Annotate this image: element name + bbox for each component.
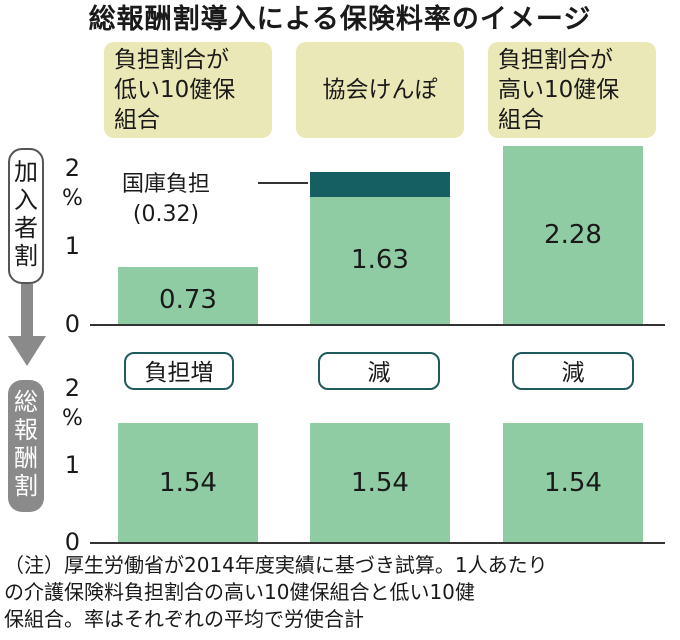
y-tick-label-p0-1: 1 xyxy=(64,232,80,260)
group-header-kyokai-text: 協会けんぽ xyxy=(322,77,438,103)
bar-value-label-p0-1: 1.63 xyxy=(351,245,409,276)
bar-stack-top-p0-1 xyxy=(310,171,450,197)
y-tick-label-p1-2: 2 xyxy=(64,374,80,402)
y-tick-label-p0-2: 2 xyxy=(64,154,80,182)
y-tick-label-p1-1: 1 xyxy=(64,451,80,479)
y-tick-label-p0-0: 0 xyxy=(64,310,80,338)
change-badge-high: 減 xyxy=(512,352,634,390)
panel-label-kanyusha-text: 加 入 者 割 xyxy=(14,158,38,270)
bar-p0-2 xyxy=(503,146,643,324)
bar-p1-1 xyxy=(310,423,450,542)
group-header-low-text: 負担割合が 低い10健保 組合 xyxy=(114,47,236,133)
panel-label-kanyusha: 加 入 者 割 xyxy=(8,148,44,284)
y-tick-label-p1-0: 0 xyxy=(64,528,80,556)
bar-value-label-p0-0: 0.73 xyxy=(159,285,217,316)
bar-value-label-p1-1: 1.54 xyxy=(351,467,409,498)
change-badge-low: 負担増 xyxy=(124,352,234,390)
y-unit-label-p0: % xyxy=(62,186,83,212)
footnote: （注）厚生労働省が2014年度実績に基づき試算。1人あたり の介護保険料負担割合… xyxy=(4,553,548,631)
bar-p1-0 xyxy=(118,423,258,542)
panel-label-sohoshu-text: 総 報 酬 割 xyxy=(14,388,38,500)
bar-value-label-p1-0: 1.54 xyxy=(159,467,217,498)
kokko-annotation: 国庫負担 (0.32) xyxy=(122,170,210,230)
bar-p1-2 xyxy=(503,423,643,542)
panel-label-sohoshu: 総 報 酬 割 xyxy=(8,380,44,512)
group-header-high-text: 負担割合が 高い10健保 組合 xyxy=(498,47,620,133)
bar-p0-0 xyxy=(118,267,258,324)
kokko-leader-line xyxy=(258,182,308,184)
down-arrow-shaft xyxy=(21,284,33,338)
kokko-annotation-value: (0.32) xyxy=(132,202,200,227)
kokko-annotation-name: 国庫負担 xyxy=(122,172,211,197)
down-arrow-icon xyxy=(8,336,46,366)
group-header-kyokai: 協会けんぽ xyxy=(296,42,464,138)
x-axis-baseline-p0 xyxy=(90,324,665,326)
x-axis-baseline-p1 xyxy=(90,542,665,544)
change-badge-kyokai: 減 xyxy=(318,352,440,390)
bar-value-label-p0-2: 2.28 xyxy=(544,220,602,251)
group-header-low: 負担割合が 低い10健保 組合 xyxy=(104,42,272,138)
bar-p0-1 xyxy=(310,196,450,324)
bar-value-label-p1-2: 1.54 xyxy=(544,467,602,498)
group-header-high: 負担割合が 高い10健保 組合 xyxy=(488,42,656,138)
chart-title: 総報酬割導入による保険料率のイメージ xyxy=(88,4,592,35)
y-unit-label-p1: % xyxy=(62,405,83,431)
